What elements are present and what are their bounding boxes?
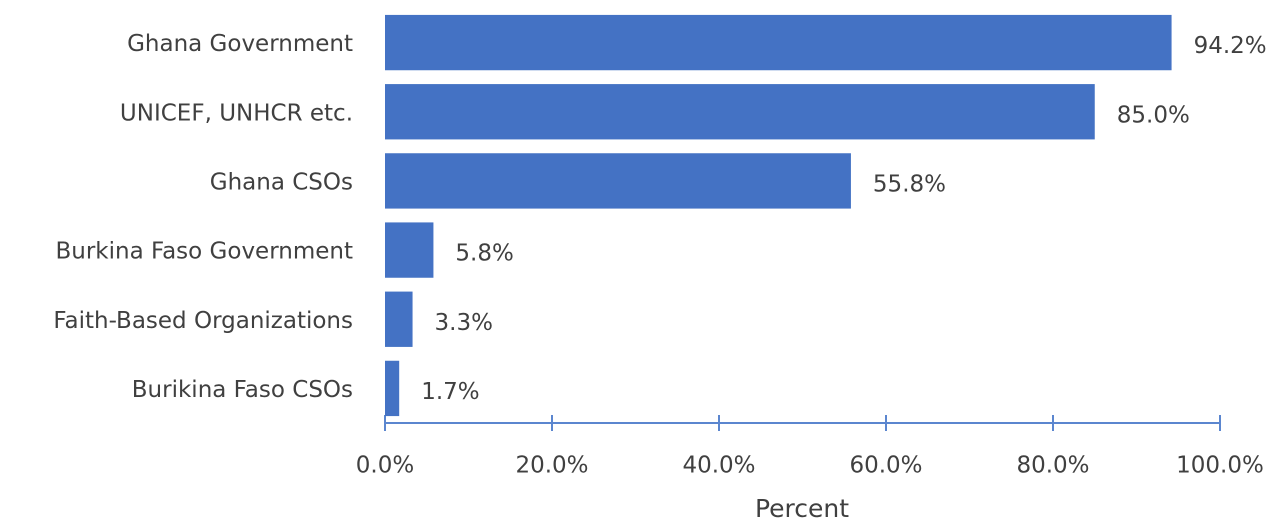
y-tick-label: Ghana CSOs: [210, 169, 353, 195]
y-tick-label: Ghana Government: [127, 31, 353, 57]
x-tick-label: 80.0%: [1016, 453, 1089, 479]
bar: [385, 360, 400, 417]
value-label: 3.3%: [435, 310, 493, 336]
bar: [385, 84, 1095, 140]
y-tick-label: UNICEF, UNHCR etc.: [120, 100, 353, 126]
x-tick-label: 60.0%: [849, 453, 922, 479]
bar: [385, 291, 413, 347]
x-tick-label: 40.0%: [682, 453, 755, 479]
value-label: 1.7%: [421, 379, 479, 405]
x-axis-title: Percent: [755, 494, 849, 523]
value-label: 94.2%: [1194, 33, 1267, 59]
value-label: 85.0%: [1117, 102, 1190, 128]
bar: [385, 153, 851, 209]
bar: [385, 14, 1172, 71]
y-tick-label: Burkina Faso Government: [55, 239, 353, 265]
x-tick-label: 20.0%: [515, 453, 588, 479]
x-tick-label: 100.0%: [1176, 453, 1264, 479]
value-label: 55.8%: [873, 171, 946, 197]
y-tick-label: Burikina Faso CSOs: [132, 377, 353, 403]
y-tick-label: Faith-Based Organizations: [53, 308, 353, 334]
value-label: 5.8%: [455, 241, 513, 267]
x-tick-label: 0.0%: [356, 453, 414, 479]
bar: [385, 222, 434, 278]
